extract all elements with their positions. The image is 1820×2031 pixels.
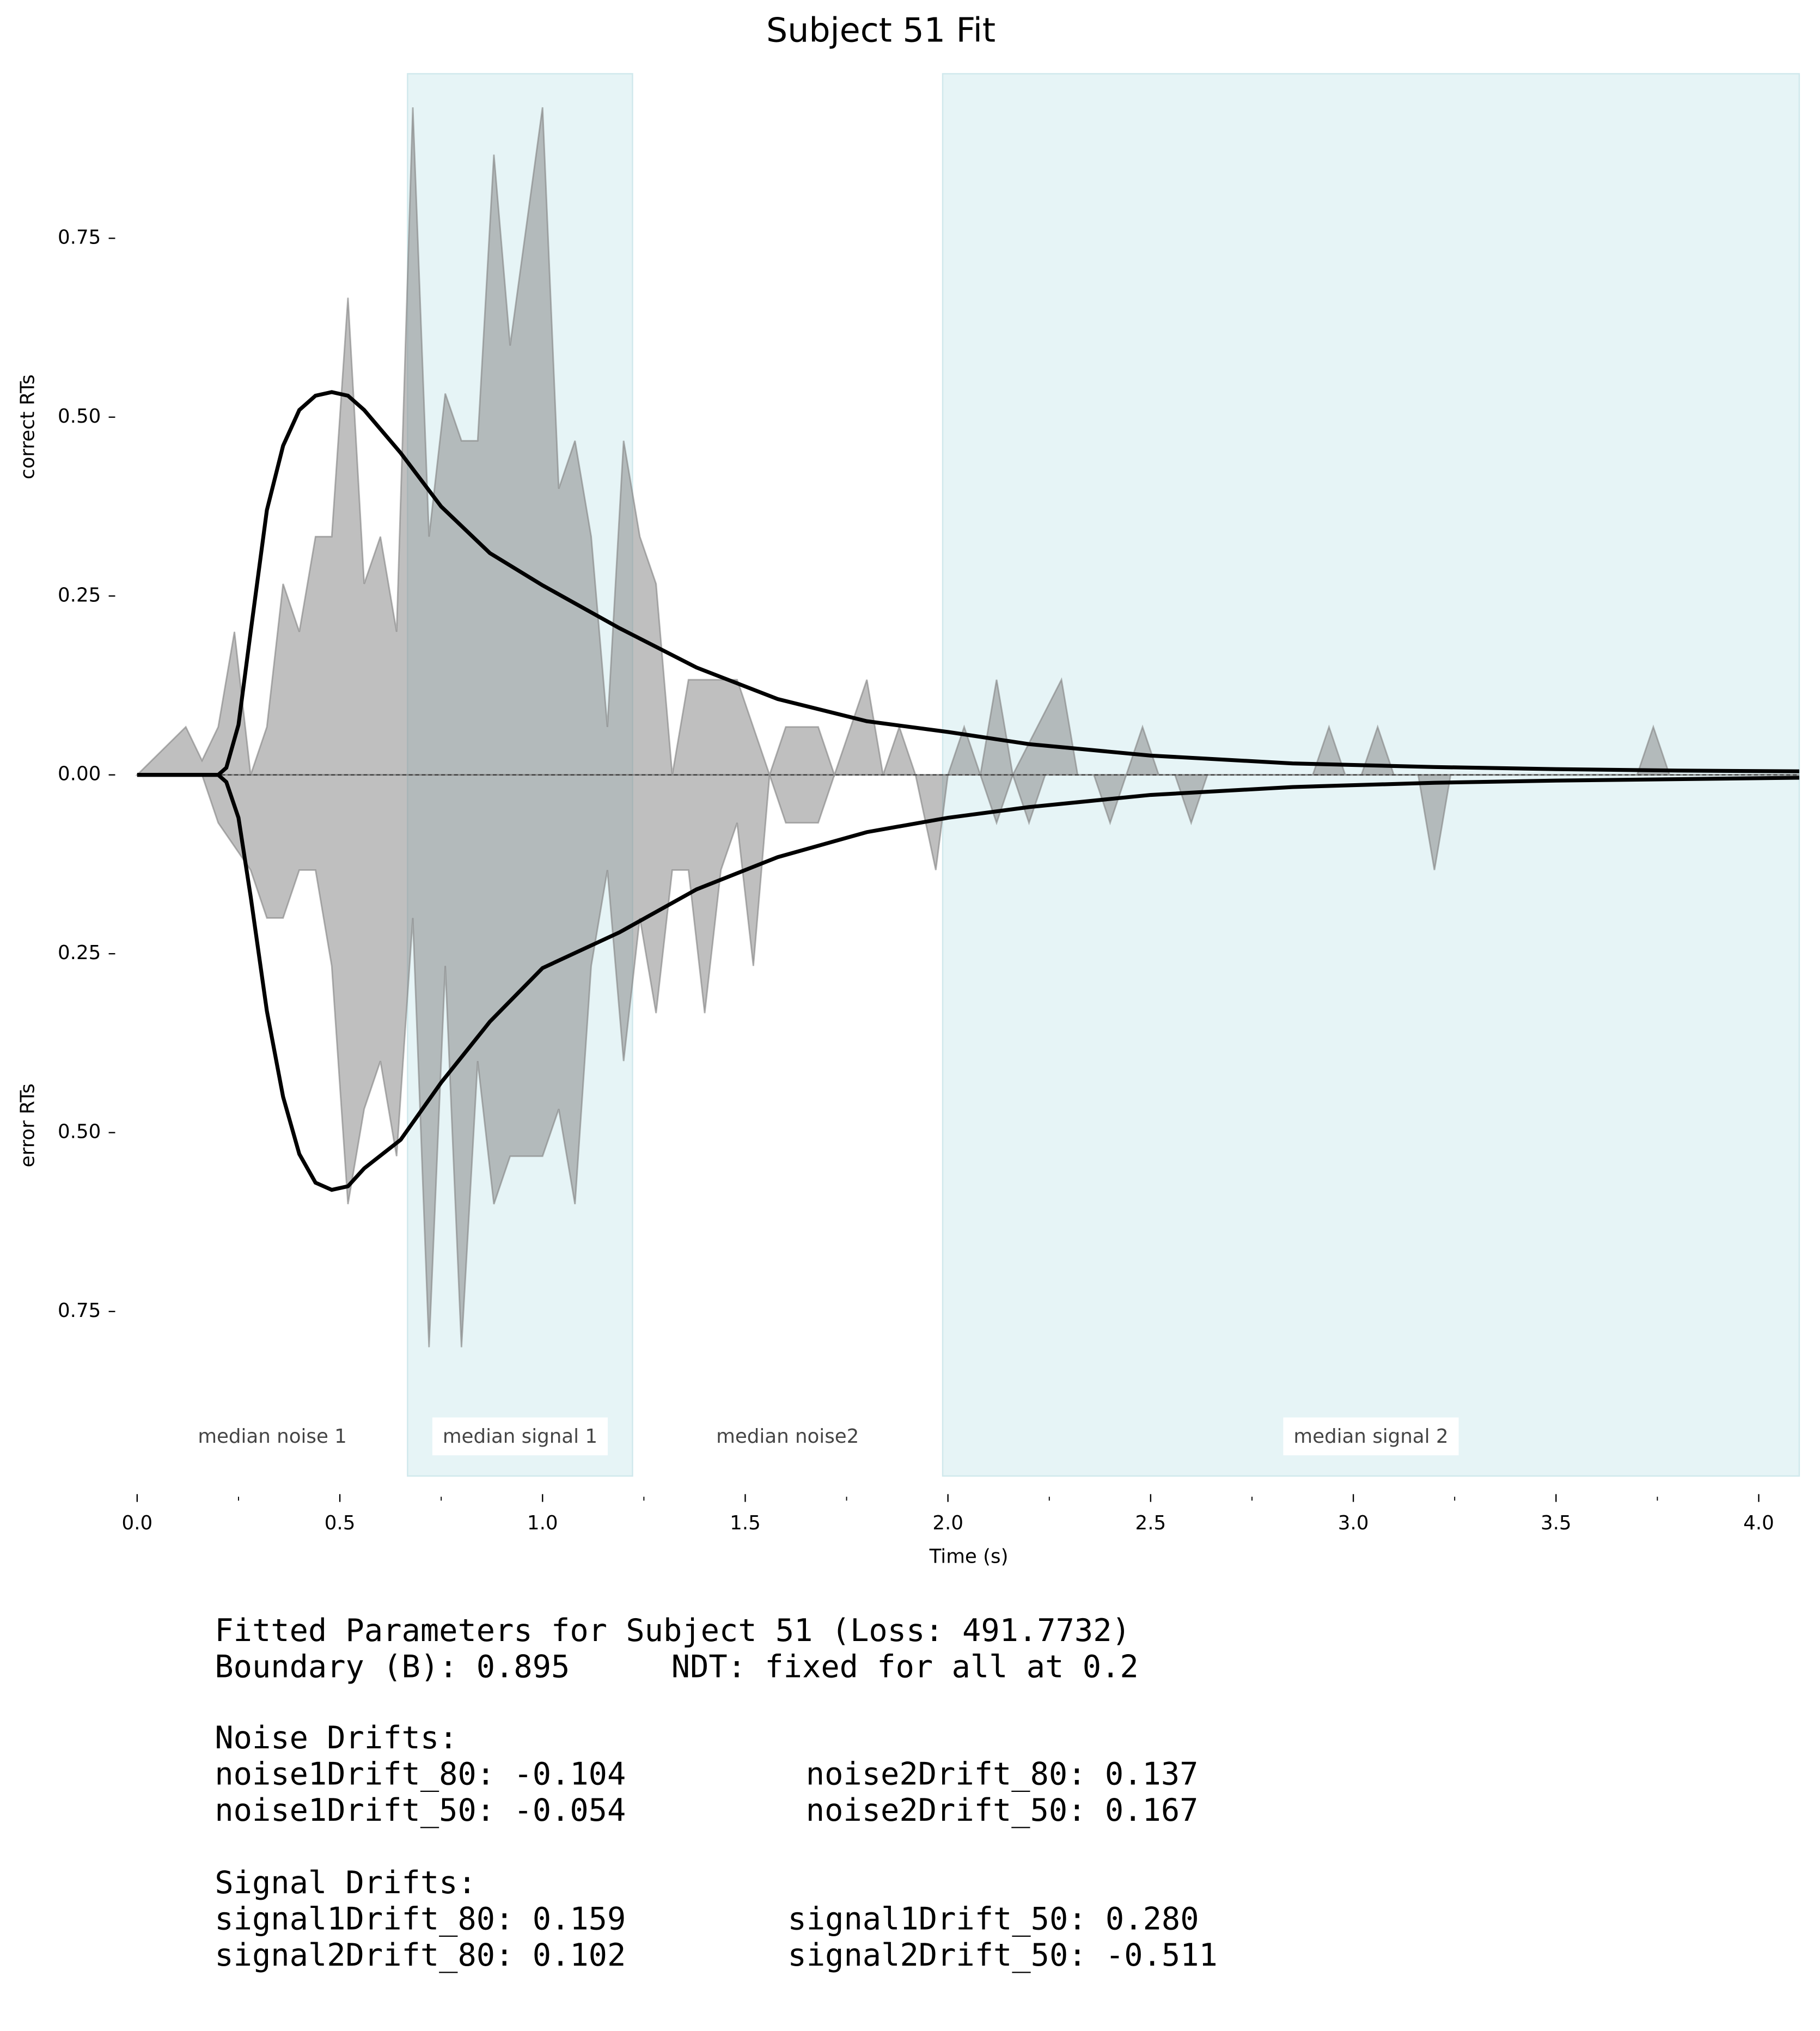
x-tick-label: 0.0 (122, 1512, 153, 1534)
region-label-box (187, 1417, 357, 1456)
parameter-text: NDT: fixed for all at 0.2 (671, 1649, 1139, 1685)
region-label: median signal 2 (1293, 1425, 1448, 1448)
parameter-text: signal2Drift_80: 0.102 (215, 1937, 626, 1973)
region-label-box (432, 1417, 608, 1456)
x-tick-label: 2.0 (932, 1512, 963, 1534)
x-tick-label: 1.5 (730, 1512, 761, 1534)
x-tick-label: 1.0 (527, 1512, 558, 1534)
y-tick-label: 0.75 (58, 227, 101, 249)
region-label: median noise2 (716, 1425, 859, 1448)
region-label-box (706, 1417, 870, 1456)
chart-title: Subject 51 Fit (766, 10, 995, 50)
region-label: median signal 1 (443, 1425, 597, 1448)
parameter-text: signal1Drift_50: 0.280 (788, 1901, 1199, 1937)
region-label-box (1283, 1417, 1459, 1456)
region-label: median noise 1 (198, 1425, 347, 1448)
y-tick-label: 0.50 (58, 405, 101, 428)
parameter-text: signal2Drift_50: -0.511 (788, 1937, 1218, 1973)
parameter-text: noise1Drift_50: -0.054 (215, 1792, 626, 1828)
parameter-text: noise1Drift_80: -0.104 (215, 1756, 626, 1792)
parameter-title: Fitted Parameters for Subject 51 (Loss: … (215, 1613, 1131, 1649)
y-axis-label: error RTs (16, 1083, 39, 1167)
fitted-curve (137, 390, 1799, 777)
parameter-text: noise2Drift_50: 0.167 (806, 1792, 1199, 1828)
parameter-heading: Noise Drifts: (215, 1720, 457, 1756)
y-tick-label: 0.75 (58, 1300, 101, 1322)
y-tick-label: 0.00 (58, 763, 101, 785)
y-tick-label: 0.50 (58, 1121, 101, 1143)
parameter-text: noise2Drift_80: 0.137 (806, 1756, 1199, 1792)
parameter-heading: Signal Drifts: (215, 1865, 476, 1901)
fitted-curve (137, 773, 1799, 1192)
parameter-text: signal1Drift_80: 0.159 (215, 1901, 626, 1937)
y-tick-label: 0.25 (58, 584, 101, 606)
parameter-text: Boundary (B): 0.895 (215, 1649, 570, 1685)
parameter-panel: Fitted Parameters for Subject 51 (Loss: … (215, 1613, 1217, 1973)
x-tick-label: 2.5 (1135, 1512, 1166, 1534)
y-tick-label: 0.25 (58, 942, 101, 964)
x-tick-label: 4.0 (1743, 1512, 1774, 1534)
x-tick-label: 3.5 (1541, 1512, 1572, 1534)
plot-area (135, 73, 1800, 1477)
x-axis-label: Time (s) (929, 1546, 1009, 1568)
y-axis-label: correct RTs (16, 375, 39, 480)
x-tick-label: 0.5 (325, 1512, 356, 1534)
x-tick-label: 3.0 (1338, 1512, 1369, 1534)
